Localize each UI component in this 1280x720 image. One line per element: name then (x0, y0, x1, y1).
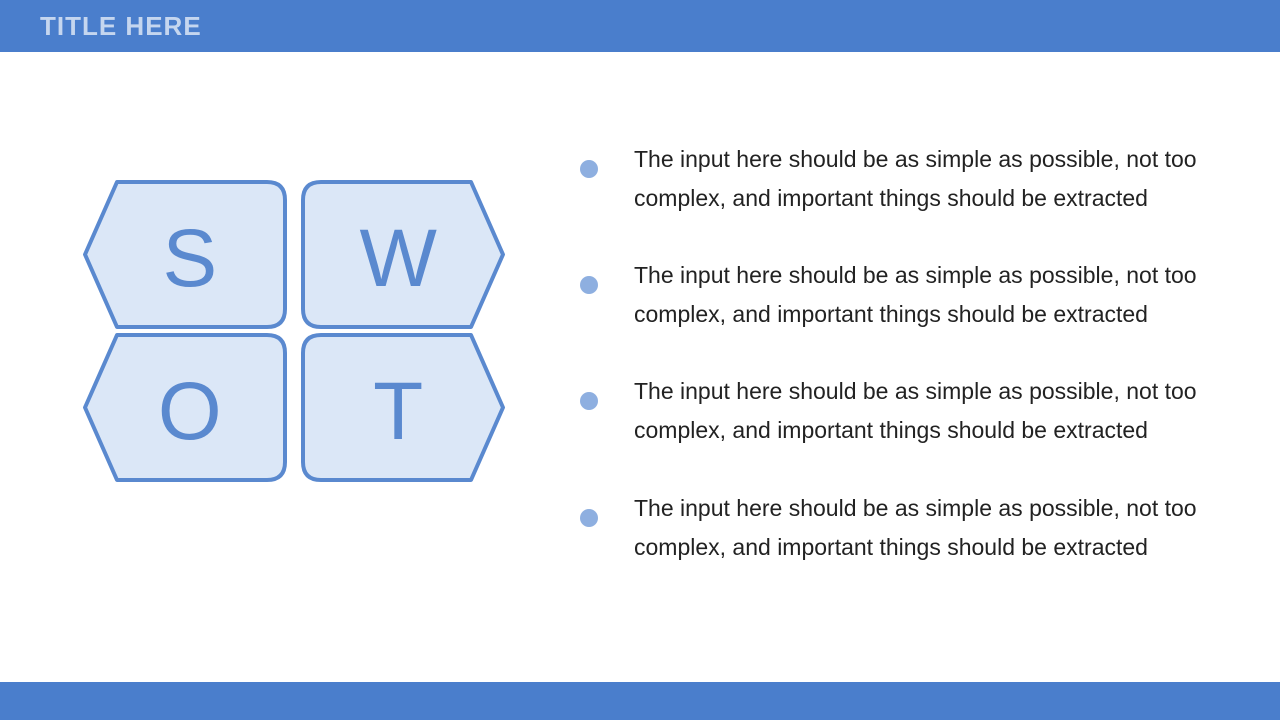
bullet-row: The input here should be as simple as po… (580, 489, 1210, 567)
bullet-dot-icon (580, 160, 598, 178)
bullet-dot-icon (580, 392, 598, 410)
bullet-row: The input here should be as simple as po… (580, 140, 1210, 218)
page-title: TITLE HERE (40, 11, 202, 42)
bullet-text: The input here should be as simple as po… (634, 256, 1210, 334)
bullet-row: The input here should be as simple as po… (580, 372, 1210, 450)
bullet-dot-icon (580, 276, 598, 294)
swot-letter-w: W (359, 213, 437, 304)
bullet-text: The input here should be as simple as po… (634, 140, 1210, 218)
swot-letter-s: S (162, 213, 217, 304)
swot-letter-o: O (158, 366, 222, 457)
swot-diagram: S W O T (80, 177, 508, 485)
swot-letter-t: T (373, 366, 423, 457)
header-bar: TITLE HERE (0, 0, 1280, 52)
bullet-dot-icon (580, 509, 598, 527)
content-area: S W O T The input here should be as simple … (0, 52, 1280, 682)
bullets-panel: The input here should be as simple as po… (560, 52, 1280, 682)
bullet-text: The input here should be as simple as po… (634, 372, 1210, 450)
footer-bar (0, 682, 1280, 720)
swot-panel: S W O T (0, 52, 560, 682)
bullet-row: The input here should be as simple as po… (580, 256, 1210, 334)
bullet-text: The input here should be as simple as po… (634, 489, 1210, 567)
